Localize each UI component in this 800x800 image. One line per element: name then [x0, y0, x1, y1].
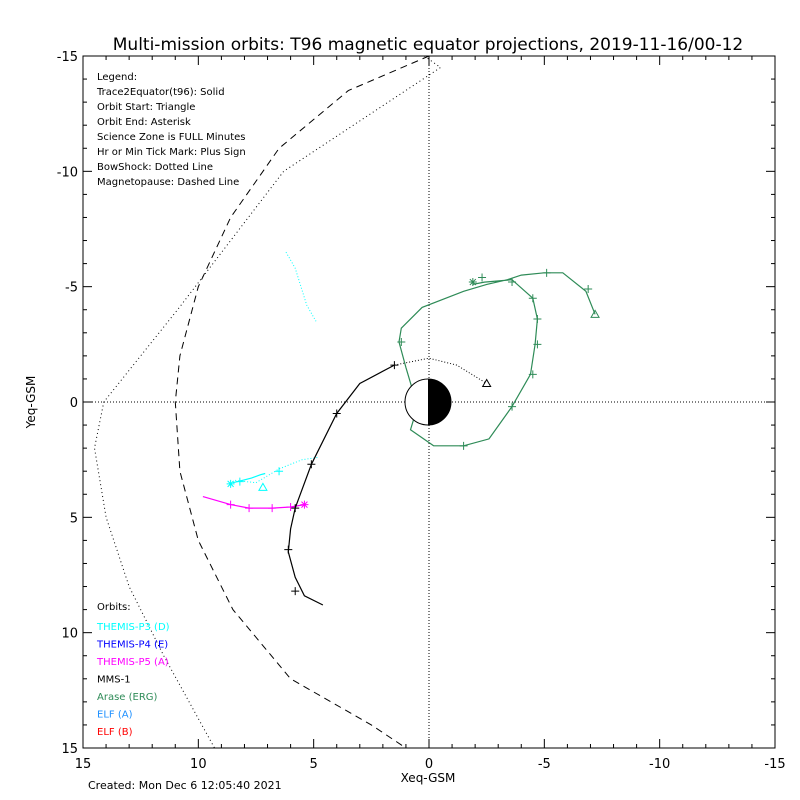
themis-p3-d-tick-mark [275, 467, 284, 476]
themis-p5-a-tick-mark [226, 500, 235, 509]
x-tick-label: 5 [310, 757, 318, 772]
x-tick-label: 15 [75, 757, 92, 772]
arase-erg-tick-mark [397, 338, 406, 347]
arase-erg-tick-mark [533, 340, 542, 349]
mms-1-start-triangle [481, 378, 492, 388]
x-axis-label: Xeq-GSM [401, 771, 456, 785]
legend-line: BowShock: Dotted Line [97, 162, 213, 173]
y-tick-label: -15 [57, 50, 78, 65]
magnetopause-line [174, 55, 430, 749]
y-tick-label: 0 [70, 396, 78, 411]
arase-erg-tick-mark [542, 268, 551, 277]
x-tick-label: 0 [425, 757, 433, 772]
y-axis-label: Yeq-GSM [24, 376, 38, 430]
arase-erg-start-triangle [590, 309, 600, 318]
orbits-header: Orbits: [97, 602, 131, 613]
y-tick-label: 10 [61, 627, 78, 642]
themis-p3-d-dotted-trace [285, 251, 317, 322]
legend-line: Orbit Start: Triangle [97, 102, 195, 113]
legend-line: Trace2Equator(t96): Solid [96, 87, 225, 98]
legend: Legend: Trace2Equator(t96): Solid Orbit St… [96, 72, 246, 188]
x-tick-label: -15 [764, 757, 785, 772]
axis-ticks: 15 10 5 0 -5 -10 -15 -15 -10 -5 0 5 10 15 [57, 50, 786, 772]
x-tick-label: -5 [538, 757, 551, 772]
arase-erg-end-asterisk [468, 278, 477, 287]
legend-line: Legend: [97, 72, 137, 83]
arase-erg-tick-mark [478, 273, 487, 282]
arase-erg-tick-mark [508, 278, 517, 287]
legend-line: Hr or Min Tick Mark: Plus Sign [97, 147, 246, 158]
themis-p5-a-tick-mark [268, 504, 277, 513]
mms-1-tick-mark [291, 504, 300, 513]
themis-p5-a-tick-mark [245, 504, 254, 513]
orbit-label: THEMIS-P5 (A) [96, 657, 169, 668]
y-tick-label: 5 [70, 511, 78, 526]
arase-erg-tick-mark [528, 370, 537, 379]
themis-p5-a-end-asterisk [300, 500, 309, 509]
y-tick-label: -10 [57, 165, 78, 180]
orbit-label: THEMIS-P4 (E) [96, 640, 168, 651]
themis-p3-d-dotted-trace [235, 456, 319, 484]
boundaries [93, 55, 442, 749]
arase-erg-tick-mark [533, 314, 542, 323]
orbit-label: THEMIS-P3 (D) [96, 622, 170, 633]
orbit-labels: Orbits: THEMIS-P3 (D) THEMIS-P4 (E) THEMIS-… [96, 602, 170, 738]
mms-1-tick-mark [291, 587, 300, 596]
mms-1-tick-mark [390, 361, 399, 370]
legend-line: Magnetopause: Dashed Line [97, 177, 239, 188]
arase-erg-tick-mark [508, 402, 517, 411]
chart-title: Multi-mission orbits: T96 magnetic equat… [113, 35, 744, 55]
legend-line: Science Zone is FULL Minutes [97, 132, 246, 143]
themis-p3-d-start-triangle [258, 482, 268, 491]
created-timestamp: Created: Mon Dec 6 12:05:40 2021 [88, 779, 282, 792]
orbit-label: Arase (ERG) [97, 692, 158, 703]
themis-p5-a-tick-mark [286, 502, 295, 511]
mms-1-tick-mark [332, 409, 341, 418]
orbit-label: ELF (A) [97, 710, 133, 721]
orbit-label: MMS-1 [97, 675, 131, 686]
mms-1-tick-mark [284, 545, 293, 554]
arase-erg-tick-mark [459, 441, 468, 450]
arase-erg-tick-mark [584, 284, 593, 293]
themis-p3-d-tick-mark [235, 477, 244, 486]
x-tick-label: -10 [649, 757, 670, 772]
mms-1-solid-trace [287, 364, 395, 606]
y-tick-label: 15 [61, 742, 78, 757]
earth-night-side [428, 379, 451, 425]
arase-erg-tick-mark [528, 294, 537, 303]
y-tick-label: -5 [65, 281, 78, 296]
orbit-traces [202, 251, 600, 606]
orbit-label: ELF (B) [97, 727, 133, 738]
mms-1-tick-mark [307, 460, 316, 469]
x-tick-label: 10 [190, 757, 207, 772]
legend-line: Orbit End: Asterisk [97, 117, 191, 128]
mms-1-dotted-trace [394, 357, 487, 384]
earth [404, 378, 452, 426]
themis-p3-d-end-asterisk [226, 479, 235, 488]
